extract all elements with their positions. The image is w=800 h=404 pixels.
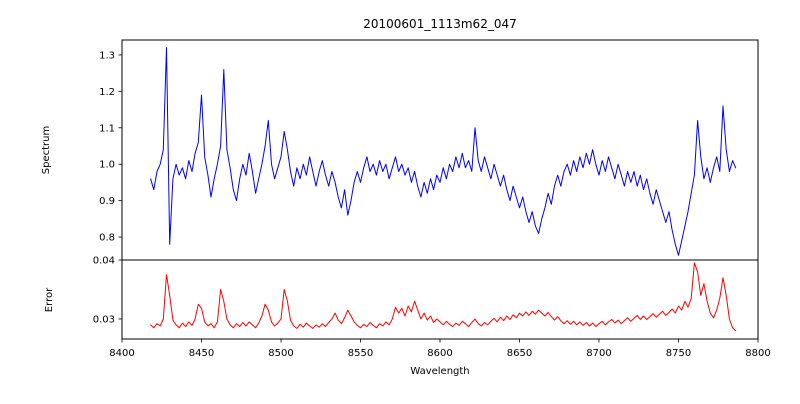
y-tick-label: 0.03: [93, 314, 115, 325]
x-tick-label: 8750: [666, 348, 691, 359]
x-tick-label: 8650: [507, 348, 532, 359]
y-tick-label: 0.04: [93, 256, 115, 267]
spectrum-subplot: 0.8 0.9 1.0 1.1 1.2 1.3 Spectrum: [41, 39, 759, 261]
x-tick-label: 8550: [348, 348, 373, 359]
y-tick-label: 0.8: [99, 233, 115, 244]
y-tick-label: 0.9: [99, 196, 115, 207]
plot-title: 20100601_1113m62_047: [363, 17, 516, 31]
x-tick-label: 8700: [586, 348, 611, 359]
y-tick-label: 1.0: [99, 160, 115, 171]
x-tick-label: 8800: [745, 348, 770, 359]
x-tick-label: 8600: [427, 348, 452, 359]
spectrum-axes-box: [121, 39, 759, 261]
spectrum-y-ticks: 0.8 0.9 1.0 1.1 1.2 1.3: [99, 50, 122, 244]
y-tick-label: 1.2: [99, 87, 115, 98]
error-subplot: 0.03 0.04 8400 8450 8500 8550 8600 8650 8700 875…: [44, 256, 771, 378]
error-ylabel: Error: [44, 287, 55, 312]
error-line: [150, 262, 737, 332]
error-y-ticks: 0.03 0.04: [93, 256, 122, 325]
spectrum-ylabel: Spectrum: [41, 126, 52, 174]
error-axes-box: [121, 259, 759, 340]
spectrum-line: [150, 47, 737, 256]
x-tick-label: 8400: [109, 348, 134, 359]
y-tick-label: 1.1: [99, 123, 115, 134]
x-axis-ticks: 8400 8450 8500 8550 8600 8650 8700 8750 8800: [109, 339, 771, 359]
y-tick-label: 1.3: [99, 50, 115, 61]
x-axis-label: Wavelength: [410, 366, 469, 377]
x-tick-label: 8450: [189, 348, 214, 359]
x-tick-label: 8500: [268, 348, 293, 359]
